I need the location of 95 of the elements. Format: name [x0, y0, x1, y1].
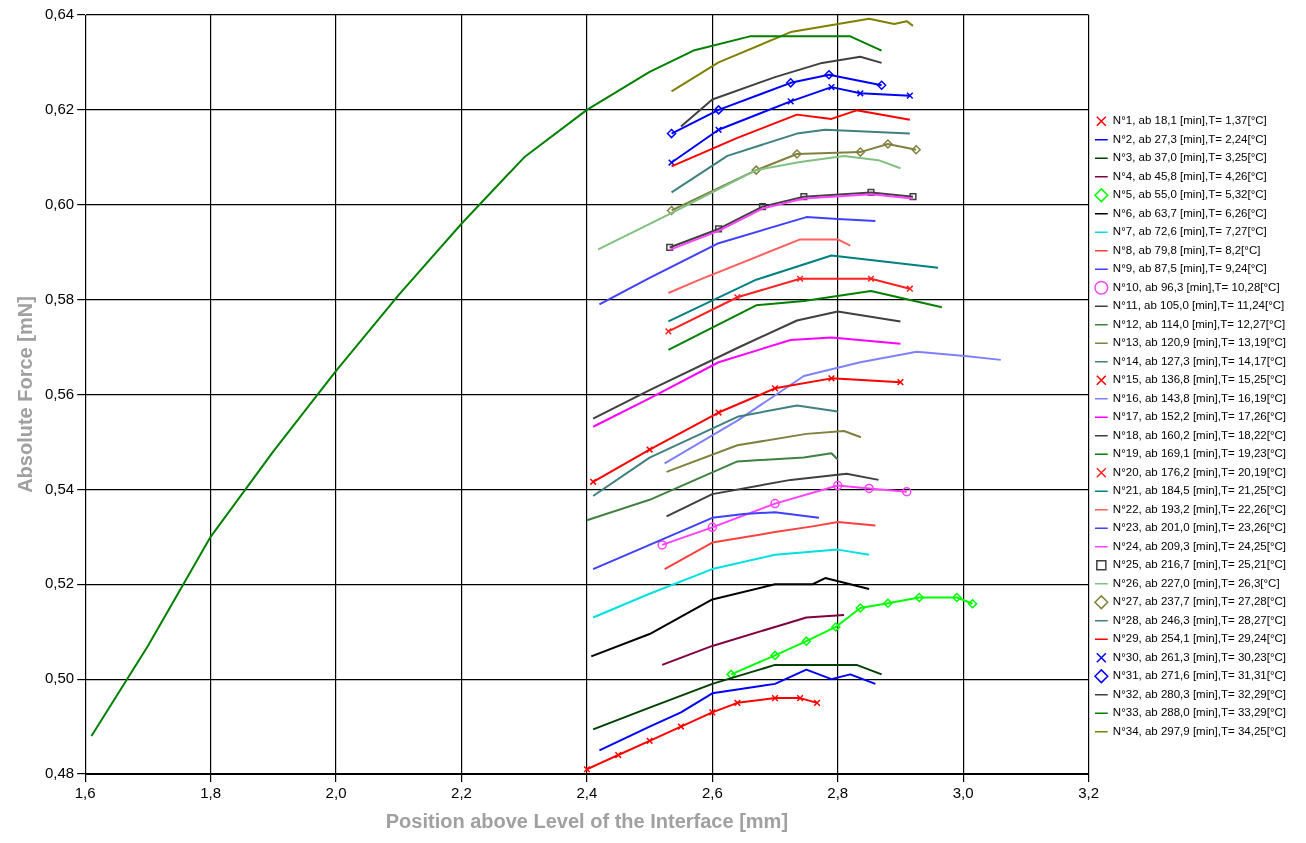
- legend-label: N°30, ab 261,3 [min],T= 30,23[°C]: [1112, 650, 1286, 663]
- legend-label: N°28, ab 246,3 [min],T= 28,27[°C]: [1112, 613, 1286, 626]
- point: [831, 622, 841, 632]
- y-axis-title: Absolute Force [mN]: [13, 296, 36, 493]
- point: [967, 598, 978, 609]
- legend-label: N°11, ab 105,0 [min],T= 11,24[°C]: [1112, 299, 1285, 312]
- x-tick-label: 2,8: [827, 784, 849, 802]
- point: [715, 225, 723, 233]
- legend-label: N°1, ab 18,1 [min],T= 1,37[°C]: [1112, 114, 1267, 127]
- legend-label: N°20, ab 176,2 [min],T= 20,19[°C]: [1112, 465, 1286, 478]
- legend-label: N°26, ab 227,0 [min],T= 26,3[°C]: [1112, 576, 1280, 589]
- y-tick-label: 0,48: [44, 764, 75, 782]
- point: [707, 522, 718, 533]
- legend-label: N°23, ab 201,0 [min],T= 23,26[°C]: [1112, 521, 1286, 534]
- legend-label: N°7, ab 72,6 [min],T= 7,27[°C]: [1112, 225, 1267, 238]
- legend-label: N°5, ab 55,0 [min],T= 5,32[°C]: [1112, 188, 1267, 201]
- x-tick-label: 2,4: [576, 784, 598, 802]
- legend-label: N°10, ab 96,3 [min],T= 10,28[°C]: [1112, 280, 1280, 293]
- y-tick-label: 0,52: [44, 574, 75, 592]
- point: [867, 188, 875, 196]
- point: [876, 80, 887, 90]
- x-tick-label: 2,2: [451, 784, 472, 802]
- point: [824, 70, 834, 80]
- legend-label: N°31, ab 271,6 [min],T= 31,31[°C]: [1112, 669, 1286, 682]
- legend-label: N°13, ab 120,9 [min],T= 13,19[°C]: [1112, 336, 1286, 349]
- legend-label: N°3, ab 37,0 [min],T= 3,25[°C]: [1112, 151, 1267, 164]
- x-tick-label: 2,0: [325, 784, 347, 802]
- point: [901, 487, 912, 497]
- point: [800, 193, 808, 201]
- legend-label: N°9, ab 87,5 [min],T= 9,24[°C]: [1112, 262, 1267, 275]
- y-tick-label: 0,62: [44, 100, 75, 118]
- point: [856, 89, 864, 97]
- point: [666, 243, 674, 252]
- point: [952, 592, 962, 603]
- point: [855, 147, 866, 157]
- legend-label: N°19, ab 169,1 [min],T= 19,23[°C]: [1112, 447, 1286, 460]
- legend-label: N°12, ab 114,0 [min],T= 12,27[°C]: [1112, 317, 1286, 330]
- point: [589, 478, 597, 486]
- point: [708, 708, 716, 716]
- point: [657, 540, 667, 550]
- legend-label: N°2, ab 27,3 [min],T= 2,24[°C]: [1112, 132, 1267, 145]
- point: [827, 83, 836, 91]
- point: [792, 149, 802, 159]
- legend-label: N°22, ab 193,2 [min],T= 22,26[°C]: [1112, 502, 1286, 515]
- point: [787, 97, 795, 105]
- point: [713, 105, 724, 115]
- point: [666, 205, 677, 216]
- legend-label: N°16, ab 143,8 [min],T= 16,19[°C]: [1112, 391, 1286, 404]
- point: [726, 669, 736, 680]
- legend-label: N°32, ab 280,3 [min],T= 32,29[°C]: [1112, 687, 1286, 700]
- x-axis-title: Position above Level of the Interface [mm]: [385, 809, 789, 832]
- y-tick-label: 0,54: [44, 479, 75, 497]
- x-tick-label: 3,2: [1078, 784, 1100, 802]
- point: [664, 327, 672, 335]
- legend-label: N°8, ab 79,8 [min],T= 8,2[°C]: [1112, 243, 1261, 256]
- point: [883, 598, 893, 608]
- point: [864, 483, 874, 494]
- point: [909, 193, 917, 201]
- x-tick-label: 2,6: [701, 784, 723, 802]
- point: [785, 78, 796, 88]
- point: [911, 144, 921, 155]
- legend-label: N°15, ab 136,8 [min],T= 15,25[°C]: [1112, 373, 1286, 386]
- point: [758, 203, 767, 211]
- point: [770, 498, 780, 509]
- y-tick-label: 0,60: [44, 194, 75, 212]
- legend-label: N°24, ab 209,3 [min],T= 24,25[°C]: [1112, 539, 1286, 552]
- point: [667, 158, 676, 167]
- x-tick-label: 3,0: [952, 784, 974, 802]
- y-tick-label: 0,56: [44, 384, 75, 402]
- legend-label: N°6, ab 63,7 [min],T= 6,26[°C]: [1112, 206, 1267, 219]
- x-tick-label: 1,8: [200, 784, 222, 802]
- point: [914, 592, 925, 603]
- legend-label: N°4, ab 45,8 [min],T= 4,26[°C]: [1112, 169, 1267, 182]
- point: [666, 128, 677, 139]
- y-tick-label: 0,58: [44, 289, 75, 307]
- y-tick-label: 0,50: [44, 669, 75, 687]
- legend-label: N°34, ab 297,9 [min],T= 34,25[°C]: [1112, 724, 1286, 737]
- point: [751, 165, 761, 175]
- legend-label: N°29, ab 254,1 [min],T= 29,24[°C]: [1112, 632, 1286, 645]
- point: [770, 650, 780, 661]
- legend-label: N°25, ab 216,7 [min],T= 25,21[°C]: [1112, 558, 1286, 571]
- point: [855, 603, 866, 613]
- point: [832, 480, 843, 491]
- legend-label: N°33, ab 288,0 [min],T= 33,29[°C]: [1112, 706, 1286, 719]
- legend-label: N°21, ab 184,5 [min],T= 21,25[°C]: [1112, 484, 1286, 497]
- point: [801, 636, 812, 646]
- legend-label: N°27, ab 237,7 [min],T= 27,28[°C]: [1112, 595, 1286, 608]
- legend-label: N°14, ab 127,3 [min],T= 14,17[°C]: [1112, 354, 1286, 367]
- point: [796, 694, 804, 702]
- point: [883, 139, 893, 149]
- legend-label: N°17, ab 152,2 [min],T= 17,26[°C]: [1112, 410, 1286, 423]
- legend-label: N°18, ab 160,2 [min],T= 18,22[°C]: [1112, 428, 1286, 441]
- y-tick-label: 0,64: [44, 5, 75, 23]
- point: [677, 722, 685, 731]
- x-tick-label: 1,6: [74, 784, 96, 802]
